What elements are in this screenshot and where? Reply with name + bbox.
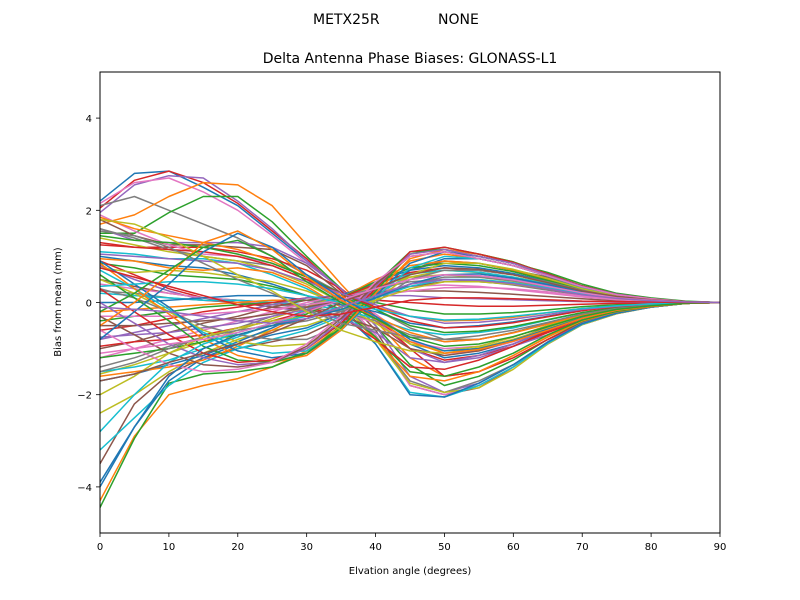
y-tick-label: 4	[86, 114, 92, 125]
y-axis-label: Bias from mean (mm)	[53, 247, 64, 357]
series-line	[100, 267, 720, 382]
series-line	[100, 299, 720, 322]
series-line	[100, 297, 720, 331]
series-line	[100, 239, 720, 348]
suptitle-radome: NONE	[438, 12, 479, 28]
chart-title: Delta Antenna Phase Biases: GLONASS-L1	[263, 51, 558, 67]
x-tick-label: 50	[438, 542, 451, 553]
plot-area	[99, 71, 721, 534]
y-tick-label: 0	[86, 299, 92, 310]
x-tick-label: 60	[507, 542, 520, 553]
x-tick-label: 30	[300, 542, 313, 553]
y-tick-label: 2	[86, 206, 92, 217]
series-layer	[100, 170, 720, 508]
x-tick-label: 80	[645, 542, 658, 553]
series-line	[100, 262, 720, 378]
x-tick-label: 0	[97, 542, 103, 553]
series-line	[100, 278, 720, 324]
x-axis: 0 10 20 30 40 50 60 70 80 90	[97, 533, 727, 553]
x-tick-label: 70	[576, 542, 589, 553]
y-axis: −4 −2 0 2 4	[77, 114, 100, 494]
y-tick-label: −2	[77, 391, 92, 402]
series-line	[100, 255, 720, 398]
x-tick-label: 90	[714, 542, 727, 553]
series-line	[100, 281, 720, 321]
series-line	[100, 267, 720, 318]
x-axis-label: Elvation angle (degrees)	[349, 566, 472, 577]
series-line	[100, 286, 720, 318]
series-line	[100, 251, 720, 373]
x-tick-label: 20	[231, 542, 244, 553]
suptitle-antenna: METX25R	[313, 12, 380, 28]
x-tick-label: 40	[369, 542, 382, 553]
y-tick-label: −4	[77, 483, 92, 494]
series-line	[100, 230, 720, 354]
x-tick-label: 10	[163, 542, 176, 553]
